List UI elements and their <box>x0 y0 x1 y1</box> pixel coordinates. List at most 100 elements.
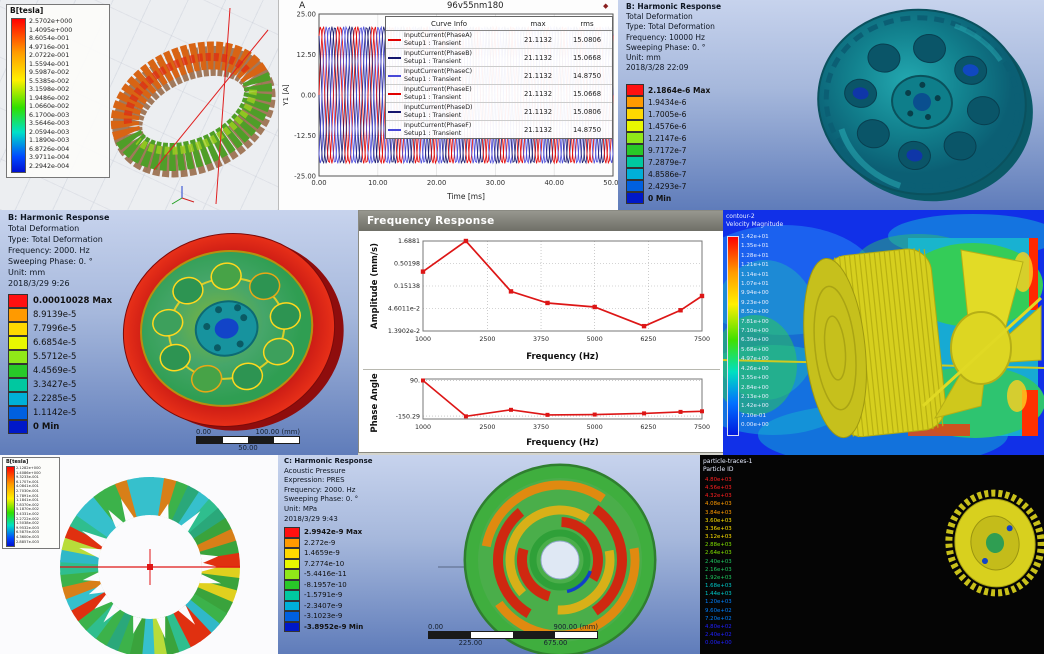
legend-value: 4.8586e-7 <box>648 169 687 179</box>
plot-corner-label: A <box>299 1 306 11</box>
legend-color-swatch <box>626 84 644 96</box>
flux-legend-title: B[tesla] <box>6 459 29 465</box>
legend-value: 8.9139e-5 <box>33 310 77 320</box>
legend-color-swatch <box>626 108 644 120</box>
legend-row: 1.4576e-6 <box>626 120 710 132</box>
legend-row: 0.00010028 Max <box>8 294 112 308</box>
value-line: Total Deformation <box>8 224 80 233</box>
curve-table-row: InputCurrent(PhaseF) Setup1 : Transient 21… <box>386 121 612 138</box>
result-title: B: Harmonic Response <box>8 213 110 222</box>
legend-row: 3.3427e-5 <box>8 378 112 392</box>
svg-text:12.50: 12.50 <box>297 51 316 59</box>
result-lines: Total Deformation Type: Total Deformation… <box>626 12 721 73</box>
svg-text:1.6881: 1.6881 <box>398 238 420 245</box>
value-line: 7.20e+02 <box>705 615 732 622</box>
legend-row: 4.8586e-7 <box>626 168 710 180</box>
svg-text:2500: 2500 <box>479 336 495 343</box>
value-line: 2.8857e-003 <box>16 539 39 544</box>
value-line: Expression: PRES <box>284 476 345 485</box>
flux-legend: B[tesla] 2.1282e+000 1.4086e+000 9.3233e-0… <box>2 457 60 549</box>
value-line: Acoustic Pressure <box>284 466 346 475</box>
ruler-min: 0.00 <box>196 428 212 436</box>
traces-legend-title: particle-traces-1 Particle ID <box>703 458 753 473</box>
legend-row: 1.2147e-6 <box>626 132 710 144</box>
legend-value: 2.272e-9 <box>304 538 336 547</box>
legend-value: 4.4569e-5 <box>33 366 77 376</box>
plot-marker-icon: ◆ <box>603 2 609 10</box>
flux-legend: B[tesla] 2.5702e+000 1.4095e+000 8.6054e-0… <box>6 4 110 178</box>
value-line: 2.16e+03 <box>705 566 732 573</box>
rotor-wheel-red <box>122 233 344 431</box>
particle-legend-values: 4.80e+03 4.56e+03 4.32e+03 4.08e+03 3.84e+03… <box>705 476 732 647</box>
value-line: 4.08e+03 <box>705 501 732 508</box>
legend-color-swatch <box>626 192 644 204</box>
legend-value: 2.4293e-7 <box>648 181 687 191</box>
legend-color-swatch <box>284 527 300 538</box>
value-line: 2.5702e+000 <box>29 18 73 25</box>
legend-value: 7.2774e-10 <box>304 559 345 568</box>
svg-text:1000: 1000 <box>415 424 431 431</box>
value-line: 5.68e+00 <box>741 346 769 353</box>
curve-table-row: InputCurrent(PhaseA) Setup1 : Transient 21… <box>386 31 612 49</box>
legend-value: -2.3407e-9 <box>304 601 343 610</box>
svg-text:5000: 5000 <box>587 336 603 343</box>
value-line: 1.44e+03 <box>705 591 732 598</box>
svg-text:3750: 3750 <box>533 424 549 431</box>
value-line: 2.2942e-004 <box>29 162 70 170</box>
legend-color-swatch <box>8 406 28 420</box>
curve-table-body: InputCurrent(PhaseA) Setup1 : Transient 21… <box>386 31 612 138</box>
svg-text:90.: 90. <box>410 378 420 385</box>
svg-text:Frequency (Hz): Frequency (Hz) <box>526 352 599 362</box>
legend-value: 0 Min <box>33 422 60 432</box>
legend-row: 7.7996e-5 <box>8 322 112 336</box>
value-line: 6.1707e-001 <box>16 479 39 484</box>
value-line: 9.9532e-003 <box>16 525 39 530</box>
pressure-legend: 2.9942e-9 Max 2.272e-9 1.4659e-9 7.2774e-10… <box>284 527 363 632</box>
value-line: 1.1890e-003 <box>29 137 70 144</box>
value-line: 6.39e+00 <box>741 337 769 344</box>
ruler-bar <box>428 631 598 639</box>
window-titlebar[interactable]: Frequency Response <box>359 211 723 231</box>
result-title: C: Harmonic Response <box>284 457 373 465</box>
velocity-contour-field <box>723 210 1044 455</box>
svg-text:25.00: 25.00 <box>297 10 316 18</box>
legend-color-swatch <box>626 168 644 180</box>
acoustic-disc <box>438 463 657 654</box>
legend-color-swatch <box>284 590 300 601</box>
legend-row: 1.9434e-6 <box>626 96 710 108</box>
curve-swatch-icon <box>388 56 401 59</box>
legend-row: 1.4659e-9 <box>284 548 363 559</box>
legend-row: -5.4416e-11 <box>284 569 363 580</box>
svg-text:Time [ms]: Time [ms] <box>446 192 485 201</box>
legend-value: 6.6854e-5 <box>33 338 77 348</box>
coordinate-triad <box>171 186 195 205</box>
value-line: 4.80e+03 <box>705 477 732 483</box>
legend-value: 7.2879e-7 <box>648 157 687 167</box>
legend-color-swatch <box>284 579 300 590</box>
legend-row: 5.5712e-5 <box>8 350 112 364</box>
curve-table-row: InputCurrent(PhaseD) Setup1 : Transient 21… <box>386 103 612 121</box>
value-line: 4.26e+00 <box>741 365 769 372</box>
legend-row: -2.3407e-9 <box>284 600 363 611</box>
svg-text:0.50198: 0.50198 <box>394 261 420 268</box>
svg-text:6250: 6250 <box>640 424 656 431</box>
value-line: 9.3233e-001 <box>16 475 39 480</box>
legend-row: 2.4293e-7 <box>626 180 710 192</box>
value-line: 4.32e+03 <box>705 493 732 500</box>
value-line: Frequency: 2000. Hz <box>8 246 90 255</box>
value-line: 1.42e+00 <box>741 403 769 410</box>
value-line: 1.14e+01 <box>741 271 769 278</box>
panel-flux-ring: B[tesla] 2.1282e+000 1.4086e+000 9.3233e-0… <box>0 455 278 654</box>
value-line: Frequency: 2000. Hz <box>284 485 356 494</box>
legend-value: 1.7005e-6 <box>648 109 687 119</box>
scale-ruler: 0.00 900.00 (mm) 225.00 675.00 <box>428 623 598 648</box>
ruler-max: 100.00 (mm) <box>255 428 301 436</box>
value-line: 3.9711e-004 <box>29 154 70 161</box>
legend-value: -1.5791e-9 <box>304 591 343 600</box>
value-line: 2.84e+00 <box>741 384 769 391</box>
ruler-q1: 225.00 <box>458 639 483 647</box>
legend-value: 5.5712e-5 <box>33 352 77 362</box>
result-lines: Total Deformation Type: Total Deformation… <box>8 223 109 289</box>
value-line: 1.35e+01 <box>741 243 769 250</box>
ruler-bar <box>196 436 300 444</box>
